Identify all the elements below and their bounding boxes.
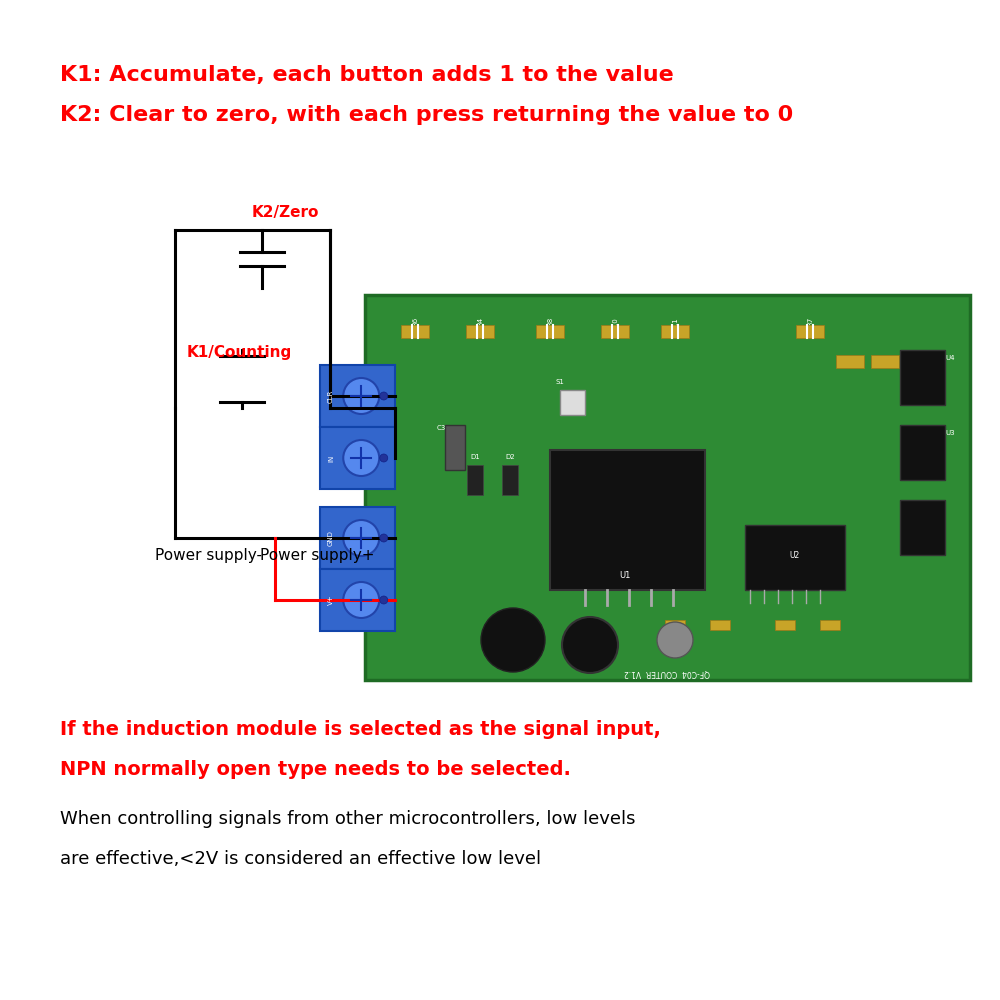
Text: U1: U1: [619, 570, 631, 580]
Bar: [820, 620, 840, 630]
Text: V+: V+: [328, 595, 334, 605]
Circle shape: [343, 582, 379, 618]
Text: C3: C3: [437, 425, 446, 431]
Bar: [445, 425, 465, 470]
Bar: [775, 620, 795, 630]
Bar: [900, 500, 945, 555]
Bar: [665, 620, 685, 630]
Text: GND: GND: [328, 530, 334, 546]
Bar: [536, 325, 564, 338]
Text: NPN normally open type needs to be selected.: NPN normally open type needs to be selec…: [60, 760, 571, 779]
Bar: [502, 465, 518, 495]
Bar: [836, 355, 864, 368]
Circle shape: [657, 622, 693, 658]
Bar: [320, 569, 395, 631]
Text: IN: IN: [328, 454, 334, 462]
Text: When controlling signals from other microcontrollers, low levels: When controlling signals from other micr…: [60, 810, 636, 828]
Text: R7: R7: [807, 317, 813, 326]
Text: D1: D1: [470, 454, 480, 460]
Bar: [710, 620, 730, 630]
Circle shape: [343, 378, 379, 414]
Circle shape: [562, 617, 618, 673]
Bar: [745, 525, 845, 590]
Text: K1: Accumulate, each button adds 1 to the value: K1: Accumulate, each button adds 1 to th…: [60, 65, 674, 85]
Text: R11: R11: [672, 317, 678, 331]
Text: K2/Zero: K2/Zero: [252, 205, 319, 220]
Text: U2: U2: [790, 550, 800, 560]
Bar: [906, 355, 934, 368]
Bar: [560, 390, 585, 415]
Bar: [550, 450, 705, 590]
Text: U3: U3: [945, 430, 955, 436]
Text: U4: U4: [945, 355, 954, 361]
Bar: [466, 325, 494, 338]
Circle shape: [343, 520, 379, 556]
Bar: [796, 325, 824, 338]
Text: CLR: CLR: [328, 389, 334, 403]
Bar: [601, 325, 629, 338]
Circle shape: [380, 392, 388, 400]
Text: S1: S1: [555, 379, 564, 385]
Bar: [320, 507, 395, 569]
Circle shape: [481, 608, 545, 672]
Bar: [900, 425, 945, 480]
Text: Power supply-: Power supply-: [155, 548, 262, 563]
Text: K2: Clear to zero, with each press returning the value to 0: K2: Clear to zero, with each press retur…: [60, 105, 793, 125]
Bar: [401, 325, 429, 338]
Bar: [661, 325, 689, 338]
Circle shape: [380, 454, 388, 462]
Text: Power supply+: Power supply+: [260, 548, 374, 563]
Circle shape: [380, 596, 388, 604]
Text: R8: R8: [547, 317, 553, 326]
Text: D2: D2: [505, 454, 515, 460]
Bar: [900, 350, 945, 405]
Text: R4: R4: [477, 317, 483, 326]
Bar: [365, 295, 970, 680]
Bar: [320, 365, 395, 427]
Bar: [871, 355, 899, 368]
Text: R10: R10: [612, 317, 618, 331]
Circle shape: [343, 440, 379, 476]
Bar: [320, 427, 395, 489]
Circle shape: [380, 534, 388, 542]
Text: R6: R6: [412, 317, 418, 326]
Bar: [467, 465, 483, 495]
Text: K1/Counting: K1/Counting: [187, 345, 292, 360]
Text: QF-C04  COUTER  V1.2: QF-C04 COUTER V1.2: [624, 668, 710, 677]
Text: are effective,<2V is considered an effective low level: are effective,<2V is considered an effec…: [60, 850, 541, 868]
Text: If the induction module is selected as the signal input,: If the induction module is selected as t…: [60, 720, 661, 739]
